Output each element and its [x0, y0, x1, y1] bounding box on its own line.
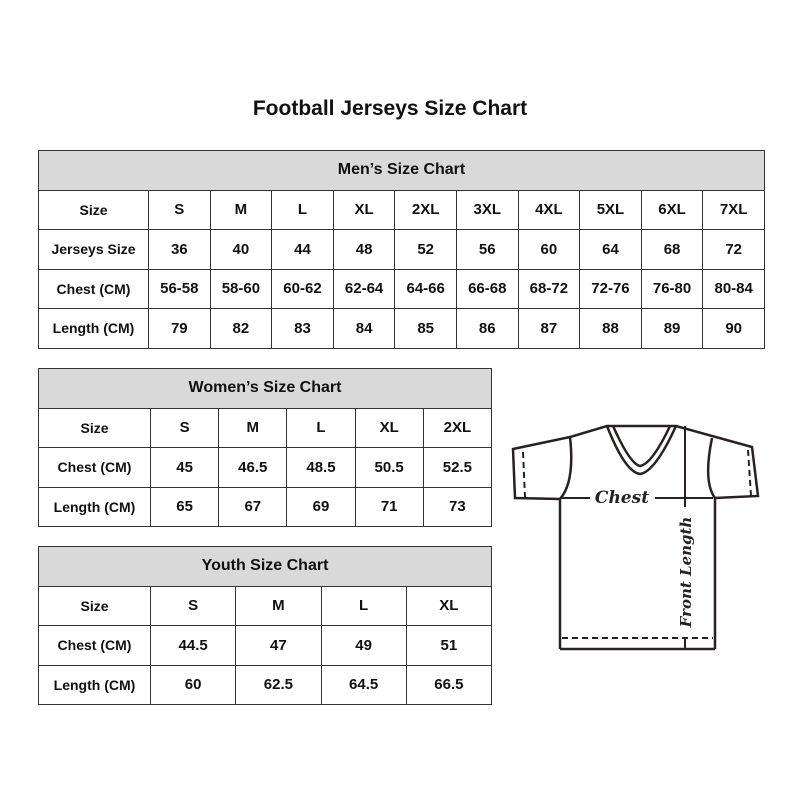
table-cell: 52	[394, 229, 457, 270]
table-row: Chest (CM) 44.5 47 49 51	[38, 625, 493, 666]
table-cell: 83	[271, 308, 334, 349]
table-cell: 82	[209, 308, 273, 349]
row-label: Length (CM)	[38, 486, 151, 527]
table-cell: 48	[332, 229, 396, 270]
table-cell: 56-58	[148, 268, 211, 309]
table-cell: 56	[455, 229, 519, 270]
row-label: Chest (CM)	[38, 268, 149, 309]
table-cell: S	[149, 407, 220, 448]
table-cell: 49	[320, 625, 407, 666]
table-cell: 89	[640, 308, 704, 349]
row-label: Size	[38, 407, 151, 448]
table-cell: 73	[422, 486, 493, 527]
table-cell: 72-76	[579, 268, 642, 309]
womens-size-table: Women’s Size Chart Size S M L XL 2XL Chest (CM)…	[38, 368, 493, 527]
table-cell: 47	[235, 625, 322, 666]
table-row: Size S M L XL 2XL	[38, 407, 493, 448]
table-cell: S	[149, 585, 237, 626]
front-length-label: Front Length	[677, 517, 695, 629]
row-label: Length (CM)	[38, 308, 149, 349]
table-row: Length (CM) 65 67 69 71 73	[38, 486, 493, 527]
table-cell: 88	[579, 308, 642, 349]
table-cell: 62.5	[235, 664, 322, 705]
table-cell: 71	[354, 486, 424, 527]
page-title: Football Jerseys Size Chart	[252, 97, 528, 120]
youth-table-heading: Youth Size Chart	[38, 546, 492, 587]
row-label: Chest (CM)	[38, 625, 151, 666]
table-row: Chest (CM) 56-58 58-60 60-62 62-64 64-66 66-68…	[38, 268, 765, 309]
table-row: Jerseys Size 36 40 44 48 52 56 60 64 68 72	[38, 229, 765, 270]
table-cell: 90	[702, 308, 765, 349]
table-cell: 67	[218, 486, 288, 527]
table-cell: 85	[394, 308, 457, 349]
chest-label: Chest	[595, 488, 649, 508]
table-cell: 87	[517, 308, 581, 349]
row-label: Jerseys Size	[38, 229, 149, 270]
table-cell: 46.5	[218, 447, 288, 488]
table-cell: 68-72	[517, 268, 581, 309]
table-cell: 2XL	[394, 189, 457, 230]
table-row: Chest (CM) 45 46.5 48.5 50.5 52.5	[38, 447, 493, 488]
table-cell: M	[218, 407, 288, 448]
table-cell: S	[148, 189, 211, 230]
youth-size-table: Youth Size Chart Size S M L XL Chest (CM) 44.5 4…	[38, 546, 493, 705]
table-cell: 64.5	[320, 664, 407, 705]
table-row: Length (CM) 79 82 83 84 85 86 87 88 89 90	[38, 308, 765, 349]
table-cell: 60	[517, 229, 581, 270]
table-cell: 3XL	[455, 189, 519, 230]
row-label: Size	[38, 585, 151, 626]
table-cell: 45	[149, 447, 220, 488]
table-cell: 51	[405, 625, 493, 666]
table-cell: 60-62	[271, 268, 334, 309]
table-cell: 80-84	[702, 268, 765, 309]
table-cell: 64	[579, 229, 642, 270]
table-cell: 79	[148, 308, 211, 349]
table-row: Size S M L XL 2XL 3XL 4XL 5XL 6XL 7XL	[38, 189, 765, 230]
table-cell: 50.5	[354, 447, 424, 488]
table-cell: 4XL	[517, 189, 581, 230]
table-cell: 84	[332, 308, 396, 349]
table-cell: 48.5	[286, 447, 356, 488]
men-table-heading: Men’s Size Chart	[38, 150, 765, 191]
table-cell: 86	[455, 308, 519, 349]
table-cell: 44.5	[149, 625, 237, 666]
table-row: Size S M L XL	[38, 585, 493, 626]
mens-size-table: Men’s Size Chart Size S M L XL 2XL 3XL 4XL 5XL 6XL…	[38, 150, 765, 349]
table-cell: 36	[148, 229, 211, 270]
table-cell: XL	[405, 585, 493, 626]
table-cell: 72	[702, 229, 765, 270]
row-label: Chest (CM)	[38, 447, 151, 488]
table-cell: 52.5	[422, 447, 493, 488]
table-cell: 58-60	[209, 268, 273, 309]
table-cell: 2XL	[422, 407, 493, 448]
table-cell: M	[235, 585, 322, 626]
women-table-heading: Women’s Size Chart	[38, 368, 492, 409]
table-cell: 44	[271, 229, 334, 270]
table-cell: 7XL	[702, 189, 765, 230]
row-label: Length (CM)	[38, 664, 151, 705]
table-cell: 66-68	[455, 268, 519, 309]
table-row: Length (CM) 60 62.5 64.5 66.5	[38, 664, 493, 705]
table-cell: 62-64	[332, 268, 396, 309]
table-cell: 64-66	[394, 268, 457, 309]
table-cell: XL	[354, 407, 424, 448]
table-cell: L	[320, 585, 407, 626]
table-cell: M	[209, 189, 273, 230]
table-cell: L	[271, 189, 334, 230]
table-cell: 5XL	[579, 189, 642, 230]
table-cell: 60	[149, 664, 237, 705]
table-cell: 76-80	[640, 268, 704, 309]
table-cell: 68	[640, 229, 704, 270]
row-label: Size	[38, 189, 149, 230]
table-cell: 40	[209, 229, 273, 270]
table-cell: 6XL	[640, 189, 704, 230]
table-cell: 66.5	[405, 664, 493, 705]
table-cell: 65	[149, 486, 220, 527]
jersey-measurement-diagram: Chest Front Length	[511, 424, 760, 651]
table-cell: 69	[286, 486, 356, 527]
table-cell: L	[286, 407, 356, 448]
table-cell: XL	[332, 189, 396, 230]
